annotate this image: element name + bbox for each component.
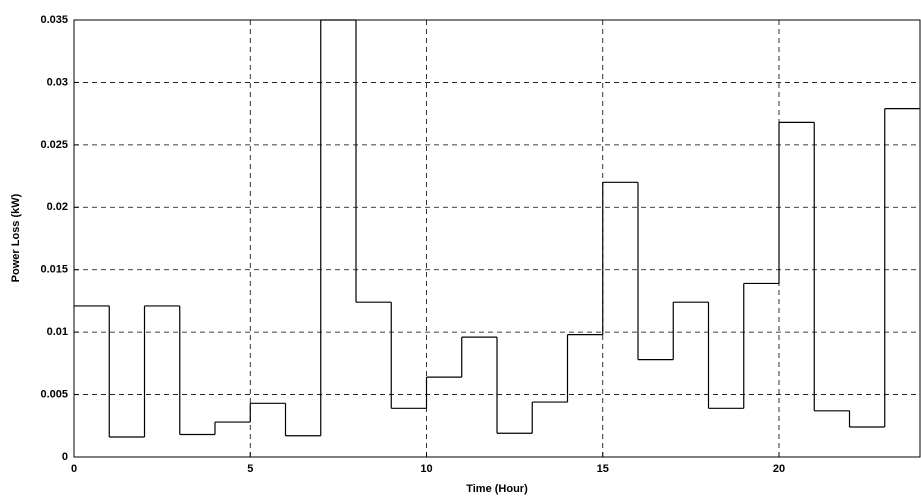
x-tick-label: 15 <box>597 463 609 475</box>
x-tick-label: 10 <box>420 463 432 475</box>
x-tick-label: 0 <box>71 463 77 475</box>
y-axis-label: Power Loss (kW) <box>10 193 22 282</box>
y-tick-label: 0.03 <box>47 76 68 88</box>
x-tick-label: 5 <box>247 463 253 475</box>
y-tick-label: 0.035 <box>40 14 68 26</box>
y-tick-label: 0.02 <box>47 201 68 213</box>
y-tick-label: 0.005 <box>40 388 68 400</box>
y-tick-label: 0.015 <box>40 264 68 276</box>
y-tick-label: 0.025 <box>40 139 68 151</box>
x-tick-label: 20 <box>773 463 785 475</box>
y-tick-label: 0.01 <box>47 326 68 338</box>
y-tick-label: 0 <box>62 451 68 463</box>
x-axis-label: Time (Hour) <box>466 483 528 495</box>
plot-frame <box>73 19 921 458</box>
